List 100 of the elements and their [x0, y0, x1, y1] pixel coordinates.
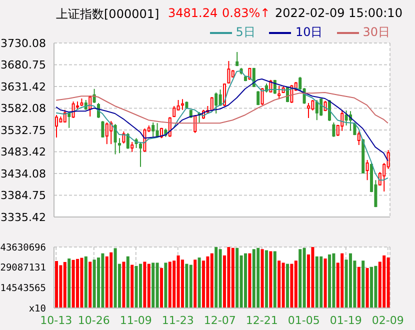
bar: [97, 258, 100, 308]
bar: [370, 266, 373, 308]
candlestick: [139, 142, 142, 168]
bar: [130, 264, 134, 308]
bar: [218, 249, 222, 308]
candlestick: [332, 122, 336, 138]
bar: [139, 264, 142, 308]
x-tick-label: 01-19: [330, 314, 362, 327]
candlestick: [366, 160, 369, 181]
candlestick: [315, 100, 318, 121]
y-tick-label: 3434.08: [0, 167, 46, 180]
bar: [84, 256, 88, 308]
candlestick: [311, 100, 314, 111]
bar: [252, 249, 256, 308]
line-series: [56, 92, 388, 124]
candlestick: [63, 109, 66, 123]
line-series: [56, 70, 388, 181]
bar: [105, 256, 108, 308]
candlestick: [353, 122, 356, 136]
candlestick: [101, 120, 104, 138]
bar: [374, 266, 378, 308]
bar: [386, 258, 390, 308]
candlestick: [236, 51, 239, 67]
candlestick: [105, 122, 108, 145]
legend-label: 10日: [295, 24, 323, 41]
y-tick-label: x10: [28, 303, 46, 314]
candlestick: [122, 130, 126, 144]
bar: [122, 262, 126, 308]
bar: [244, 253, 247, 308]
bar: [227, 247, 230, 308]
y-tick-label: 3680.75: [0, 58, 46, 72]
text: 3481.24: [168, 6, 218, 20]
bar: [114, 248, 117, 308]
candlestick: [357, 130, 360, 146]
y-tick-label: 14543565: [0, 283, 46, 294]
candlestick: [194, 114, 197, 134]
bar: [214, 247, 218, 308]
bar: [143, 262, 146, 308]
candlestick: [227, 60, 230, 84]
bar: [110, 252, 113, 308]
candlestick: [152, 122, 155, 138]
bar: [286, 264, 289, 308]
bar: [362, 260, 365, 308]
bar: [269, 251, 272, 308]
x-tick-label: 10-26: [78, 314, 110, 327]
bar: [134, 266, 138, 308]
candlestick: [218, 89, 222, 106]
y-tick-label: 3730.08: [0, 36, 46, 50]
candlestick: [118, 138, 121, 154]
bar: [72, 260, 75, 308]
bar: [92, 260, 96, 308]
bar: [147, 264, 150, 308]
candlestick: [72, 100, 75, 118]
candlestick: [114, 123, 117, 155]
candlestick: [181, 98, 184, 110]
y-tick-label: 43630696: [0, 242, 46, 254]
candlestick: [278, 85, 281, 100]
bar: [88, 262, 92, 308]
text: 2022-02-09 15:00:10: [275, 6, 402, 20]
bar: [349, 253, 352, 308]
y-tick-label: 3335.42: [0, 210, 46, 224]
candlestick: [126, 132, 130, 150]
bar: [315, 256, 318, 308]
bar: [80, 258, 84, 308]
bar: [298, 249, 302, 308]
x-tick-label: 11-09: [120, 314, 152, 327]
candlestick: [256, 90, 260, 106]
chart-title: 上证指数[000001]: [56, 6, 160, 23]
bar: [63, 262, 66, 308]
y-tick-label: 3582.08: [0, 102, 46, 116]
x-tick-label: 12-07: [204, 314, 236, 327]
x-tick-label: 02-09: [372, 314, 404, 327]
bar: [176, 255, 180, 308]
bar: [189, 264, 192, 308]
x-tick-label: 11-23: [162, 314, 194, 327]
bar: [126, 256, 130, 308]
y-tick-label: 3532.75: [0, 124, 46, 137]
bar: [210, 253, 214, 308]
bar: [256, 248, 260, 308]
candlestick: [307, 102, 310, 118]
bar: [366, 268, 369, 308]
bar: [382, 255, 386, 308]
bar: [181, 260, 184, 308]
bar: [55, 261, 58, 308]
bar: [156, 262, 159, 308]
bar: [101, 253, 104, 308]
bar: [311, 247, 314, 308]
legend-label: 5日: [236, 24, 256, 41]
bar: [294, 260, 298, 308]
bar: [202, 260, 205, 308]
bar: [328, 254, 331, 308]
candlestick: [143, 128, 146, 152]
bar: [290, 264, 294, 308]
candlestick: [320, 98, 323, 116]
text: 0.83%↑: [222, 6, 270, 20]
x-tick-label: 12-21: [246, 314, 278, 327]
candlestick: [340, 109, 344, 132]
bar: [168, 262, 172, 308]
bar: [265, 250, 268, 308]
bar: [160, 268, 163, 308]
